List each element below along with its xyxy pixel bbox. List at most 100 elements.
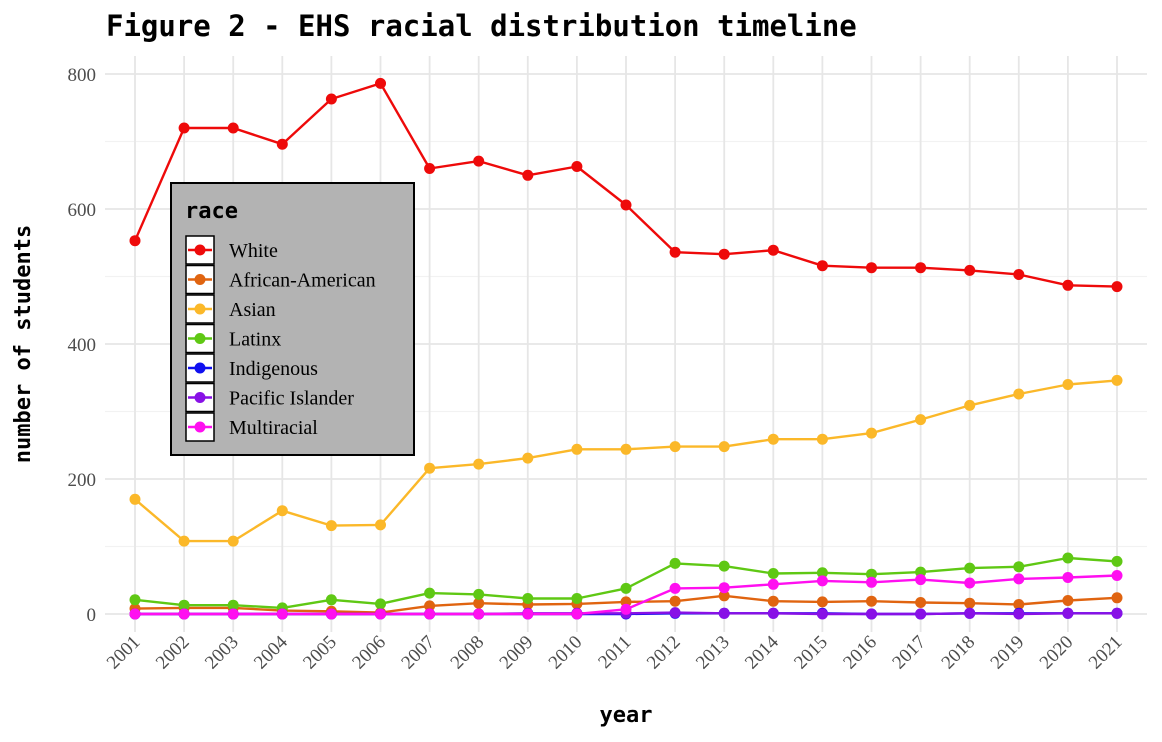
y-tick-label: 0 — [87, 605, 97, 626]
legend-items: White African-American Asian Latinx Indigeno… — [185, 235, 376, 442]
point-multiracial — [718, 582, 730, 594]
point-white — [178, 122, 190, 134]
point-pacific-islander — [767, 607, 779, 619]
x-tick-label: 2017 — [888, 632, 930, 674]
point-african-american — [915, 597, 927, 608]
point-white — [718, 248, 730, 260]
point-asian — [129, 493, 141, 505]
chart-title: Figure 2 - EHS racial distribution timel… — [106, 9, 857, 43]
point-multiracial — [1062, 572, 1074, 583]
point-latinx — [178, 599, 190, 611]
x-tick-label: 2001 — [103, 632, 145, 674]
x-tick-label: 2004 — [250, 631, 292, 673]
legend-item-african-american: African-American — [185, 264, 376, 295]
point-multiracial — [620, 603, 632, 615]
legend-label: Latinx — [229, 329, 281, 351]
point-multiracial — [1111, 570, 1123, 581]
x-tick-label: 2016 — [839, 632, 881, 674]
legend-key-point — [194, 274, 206, 285]
legend-key-point — [194, 333, 206, 344]
point-latinx — [964, 562, 976, 574]
point-asian — [424, 462, 436, 474]
point-pacific-islander — [718, 607, 730, 619]
x-axis-ticks: 2001 2002 2003 2004 2005 2006 2007 2008 2009 2010… — [103, 631, 1127, 673]
point-pacific-islander — [1111, 607, 1123, 619]
point-latinx — [1013, 561, 1025, 573]
legend-item-white: White — [185, 235, 278, 265]
point-asian — [767, 433, 779, 445]
point-white — [669, 246, 681, 258]
point-white — [276, 138, 288, 150]
point-latinx — [718, 560, 730, 572]
point-asian — [964, 399, 976, 411]
point-multiracial — [276, 608, 288, 620]
point-latinx — [767, 568, 779, 579]
point-asian — [620, 443, 632, 455]
point-white — [964, 264, 976, 276]
legend: race White African-American Asian Latinx Ind… — [170, 182, 415, 456]
point-latinx — [571, 593, 583, 604]
legend-label: Indigenous — [229, 358, 318, 380]
legend-key-point — [194, 303, 206, 315]
x-tick-label: 2005 — [299, 632, 341, 674]
point-white — [1013, 269, 1025, 280]
y-tick-label: 600 — [68, 200, 97, 221]
point-latinx — [129, 594, 141, 606]
point-latinx — [1111, 555, 1123, 567]
legend-key-point — [194, 392, 206, 403]
x-tick-label: 2018 — [938, 632, 980, 674]
point-multiracial — [571, 608, 583, 620]
point-white — [325, 93, 337, 105]
point-multiracial — [767, 578, 779, 590]
x-tick-label: 2011 — [594, 632, 635, 673]
legend-key-point — [194, 244, 206, 256]
point-african-american — [1013, 599, 1025, 610]
x-tick-label: 2021 — [1085, 632, 1127, 674]
legend-item-multiracial: Multiracial — [185, 412, 318, 442]
legend-label: Asian — [229, 299, 276, 321]
point-asian — [227, 535, 239, 547]
point-pacific-islander — [915, 608, 927, 620]
point-asian — [325, 520, 337, 532]
point-white — [571, 161, 583, 172]
x-tick-label: 2003 — [201, 632, 243, 674]
y-axis-ticks: 0 200 400 600 800 — [68, 65, 97, 626]
point-multiracial — [424, 608, 436, 620]
legend-item-indigenous: Indigenous — [185, 353, 318, 383]
y-tick-label: 400 — [68, 335, 97, 356]
point-african-american — [816, 596, 828, 608]
point-multiracial — [325, 608, 337, 620]
point-multiracial — [669, 582, 681, 594]
x-tick-label: 2009 — [496, 632, 538, 674]
point-asian — [1062, 379, 1074, 390]
x-tick-label: 2012 — [643, 632, 685, 674]
point-asian — [178, 535, 190, 547]
point-pacific-islander — [866, 608, 877, 620]
x-tick-label: 2013 — [692, 632, 734, 674]
x-tick-label: 2014 — [741, 631, 783, 673]
legend-label: African-American — [229, 270, 376, 292]
point-white — [522, 169, 534, 181]
point-multiracial — [816, 575, 828, 587]
point-white — [866, 262, 877, 274]
point-multiracial — [964, 577, 976, 589]
x-tick-label: 2010 — [545, 632, 587, 674]
y-tick-label: 800 — [68, 65, 97, 86]
legend-key-point — [194, 362, 206, 374]
x-axis-title: year — [600, 703, 653, 728]
legend-title: race — [185, 199, 238, 224]
point-asian — [816, 433, 828, 445]
point-asian — [522, 452, 534, 464]
point-white — [1062, 279, 1074, 291]
point-pacific-islander — [1062, 607, 1074, 619]
point-latinx — [375, 598, 386, 610]
point-asian — [866, 427, 877, 439]
point-latinx — [522, 593, 534, 604]
point-multiracial — [915, 574, 927, 586]
point-african-american — [866, 595, 877, 607]
point-pacific-islander — [816, 608, 828, 620]
legend-item-pacific-islander: Pacific Islander — [185, 382, 354, 413]
point-multiracial — [473, 608, 485, 620]
x-tick-label: 2008 — [447, 632, 489, 674]
